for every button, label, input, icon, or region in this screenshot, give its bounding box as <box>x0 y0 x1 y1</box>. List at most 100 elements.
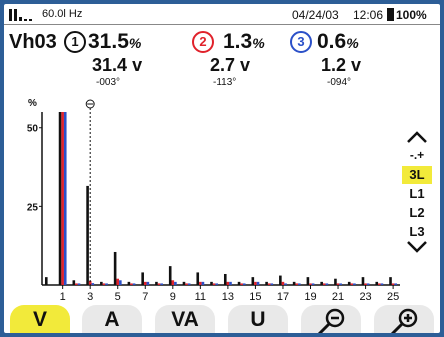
bars-icon <box>9 9 32 21</box>
bar-phase-2-h1 <box>61 112 64 285</box>
phase-3-number: 3 <box>290 31 312 53</box>
phase-3-angle: -094° <box>327 77 352 88</box>
zoom-out-button[interactable] <box>301 305 361 333</box>
bar-phase-3-h2 <box>77 283 81 285</box>
bar-phase-1-h7 <box>141 272 144 285</box>
bar-phase-1-h2 <box>72 280 76 285</box>
phase-1-circle: 1 <box>64 31 86 53</box>
bar-phase-1-h14 <box>237 281 241 285</box>
x-tick-label: 15 <box>249 291 261 303</box>
bar-phase-1-h5 <box>113 251 117 285</box>
x-tick-label: 23 <box>359 291 371 303</box>
bar-phase-2-h11 <box>199 281 202 285</box>
x-tick-label: 9 <box>170 291 176 303</box>
bar-phase-3-h11 <box>201 281 205 285</box>
scroll-down-icon[interactable] <box>404 240 430 254</box>
bar-phase-2-h8 <box>157 283 161 285</box>
bar-phase-2-h14 <box>240 283 243 285</box>
bar-phase-3-h10 <box>187 283 191 285</box>
bar-phase-3-h21 <box>339 283 342 285</box>
bar-phase-3-h14 <box>242 283 246 285</box>
bar-phase-3-h5 <box>119 280 122 285</box>
phase-3-percent: 0.6% <box>317 30 359 53</box>
tab-current[interactable]: A <box>82 305 142 333</box>
bar-phase-1-h8 <box>155 281 158 285</box>
scale-toggle[interactable]: -.+ <box>409 148 425 162</box>
x-tick-label: 19 <box>304 291 316 303</box>
phase-3-circle: 3 <box>290 31 312 53</box>
bar-phase-3-h6 <box>132 283 136 285</box>
bar-phase-1-h15 <box>251 277 255 285</box>
bar-phase-1-h21 <box>334 278 337 285</box>
bar-phase-1-h12 <box>210 281 213 285</box>
harmonic-label: Vh03 <box>9 31 57 53</box>
bar-phase-2-h15 <box>254 281 257 285</box>
bar-phase-1-h17 <box>279 275 282 285</box>
bar-phase-1-h10 <box>182 281 186 285</box>
bar-phase-1-h19 <box>306 277 310 285</box>
bar-phase-1-h18 <box>292 281 296 285</box>
x-tick-label: 25 <box>387 291 399 303</box>
bar-phase-2-h9 <box>171 280 175 285</box>
bar-phase-1-h6 <box>127 281 131 285</box>
bar-phase-2-h6 <box>130 283 133 285</box>
bar-phase-3-h15 <box>256 281 260 285</box>
bar-phase-1-h24 <box>375 281 379 285</box>
bar-phase-3-h13 <box>229 281 232 285</box>
x-tick-label: 3 <box>87 291 93 303</box>
phase-2-percent: 1.3% <box>223 30 265 53</box>
bar-phase-3-h9 <box>174 281 177 285</box>
menu-item-3l[interactable]: 3L <box>402 166 432 184</box>
phase-3-voltage: 1.2 v <box>321 55 362 75</box>
tab-power[interactable]: VA <box>155 305 215 333</box>
bar-phase-2-h22 <box>350 283 354 285</box>
bar-phase-2-h12 <box>212 283 216 285</box>
y-tick-label: 50 <box>27 124 39 135</box>
battery-level: 100% <box>396 8 427 22</box>
tab-voltage[interactable]: V <box>10 305 70 333</box>
y-axis-label: % <box>28 98 37 109</box>
bar-phase-1-h20 <box>320 281 323 285</box>
bar-phase-3-h1 <box>63 112 67 285</box>
bar-phase-2-h19 <box>309 283 312 285</box>
bar-phase-1-h11 <box>196 272 200 285</box>
scroll-up-icon[interactable] <box>404 130 430 144</box>
bar-phase-1-h3 <box>86 185 89 285</box>
bar-phase-1-h16 <box>265 281 268 285</box>
bar-phase-3-h22 <box>353 283 356 285</box>
bar-phase-2-h3 <box>88 280 92 285</box>
bar-phase-2-h21 <box>336 283 340 285</box>
zoom-in-icon <box>390 308 418 333</box>
bar-phase-3-h20 <box>325 283 329 285</box>
phase-2-angle: -113° <box>213 77 237 88</box>
menu-item-l2[interactable]: L2 <box>409 205 425 220</box>
time-readout: 12:06 <box>353 8 384 22</box>
battery-icon <box>387 8 394 21</box>
status-divider <box>4 24 440 25</box>
bar-phase-2-h7 <box>143 281 147 285</box>
phase-2-voltage: 2.7 v <box>210 55 251 75</box>
bar-phase-3-h16 <box>270 283 274 285</box>
phase-2-circle: 2 <box>192 31 214 53</box>
bar-phase-2-h13 <box>226 281 230 285</box>
bar-phase-1-h23 <box>361 277 365 285</box>
x-tick-label: 5 <box>115 291 121 303</box>
y-tick-label: 25 <box>27 202 39 213</box>
bar-phase-2-h25 <box>391 283 395 285</box>
bar-phase-3-h19 <box>311 283 315 285</box>
phase-2-number: 2 <box>192 31 214 53</box>
menu-item-l1[interactable]: L1 <box>409 186 425 201</box>
bar-phase-1-h4 <box>100 281 103 285</box>
chevron-up-icon <box>407 131 427 143</box>
zoom-in-button[interactable] <box>374 305 434 333</box>
bar-phase-1-h22 <box>347 281 351 285</box>
bar-phase-2-h5 <box>116 278 120 285</box>
bar-phase-2-h10 <box>185 283 188 285</box>
bar-phase-3-h12 <box>215 283 219 285</box>
phase-1-voltage: 31.4 v <box>92 55 143 75</box>
harmonics-mode-icon <box>8 8 38 22</box>
tab-phase-voltage[interactable]: U <box>228 305 288 333</box>
menu-item-l3[interactable]: L3 <box>409 224 425 239</box>
bar-phase-3-h7 <box>146 281 150 285</box>
